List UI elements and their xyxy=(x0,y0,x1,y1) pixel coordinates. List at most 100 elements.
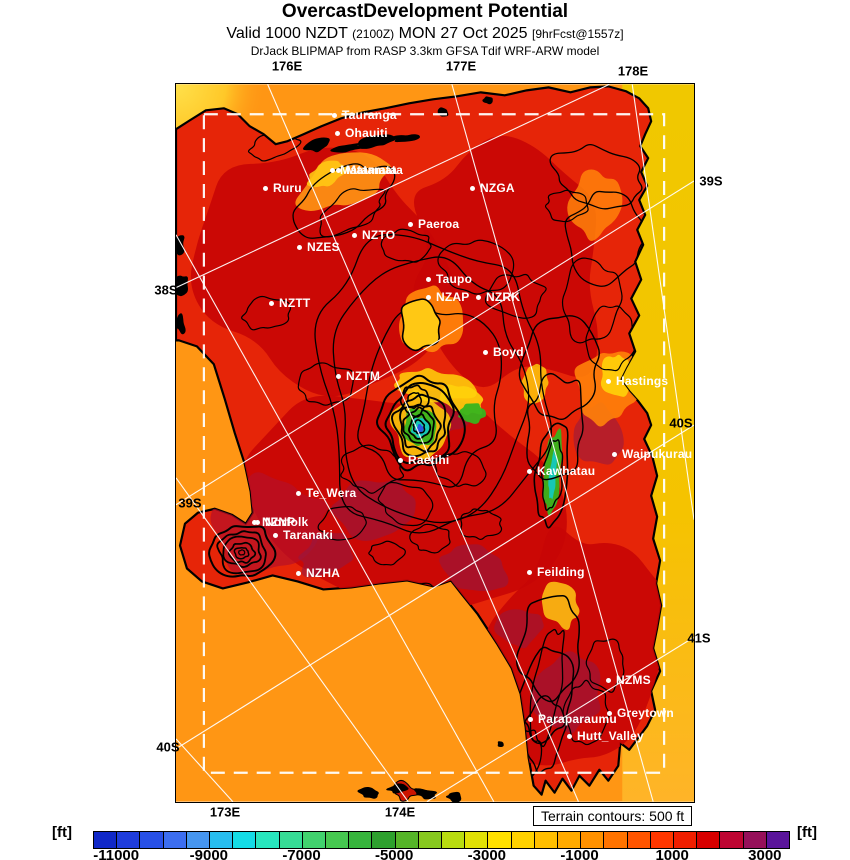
graticule-label: 174E xyxy=(384,804,416,820)
model-line: DrJack BLIPMAP from RASP 3.3km GFSA Tdif… xyxy=(250,44,600,58)
terrain-contour-line xyxy=(238,549,246,556)
site-label: NZTO xyxy=(352,228,395,242)
terrain-contour-line xyxy=(484,273,547,319)
site-name: NZRK xyxy=(486,290,521,304)
color-patch xyxy=(567,169,623,241)
page-title: OvercastDevelopment Potential xyxy=(281,1,569,22)
terrain-contour-line xyxy=(515,594,580,703)
legend-unit-right: [ft] xyxy=(797,824,817,841)
site-label: Hutt_Valley xyxy=(567,729,644,743)
terrain-contour-line xyxy=(409,523,451,554)
graticule-label: 176E xyxy=(271,58,303,74)
legend-segment xyxy=(674,832,698,848)
site-dot xyxy=(296,571,301,577)
valid-fcst: [9hrFcst@1557z] xyxy=(532,27,624,41)
site-name: Tauranga xyxy=(342,108,397,122)
legend-segment xyxy=(233,832,257,848)
site-name: Paraparaumu xyxy=(538,712,617,726)
legend-segment xyxy=(186,832,211,848)
legend-tick-label: 3000 xyxy=(748,847,782,860)
terrain-contour-line xyxy=(437,239,515,295)
site-label: NZNP xyxy=(252,515,295,529)
terrain-contour-line xyxy=(222,535,262,568)
legend-colorbar xyxy=(93,831,790,849)
graticule-line xyxy=(176,477,409,802)
coast-detail xyxy=(176,313,186,335)
site-name: Te_Wera xyxy=(306,486,357,500)
site-dot xyxy=(252,520,257,526)
color-patch xyxy=(541,581,580,630)
site-label: Te_Wera xyxy=(296,486,356,500)
site-dot xyxy=(483,350,488,356)
graticule-label: 177E xyxy=(445,58,477,74)
color-patch xyxy=(190,147,455,397)
site-label: Tauranga xyxy=(332,108,397,122)
terrain-contour-line xyxy=(549,143,643,210)
site-dot xyxy=(612,452,617,458)
terrain-contour-line xyxy=(412,419,426,435)
legend-segment xyxy=(465,832,489,848)
site-dot xyxy=(528,717,533,723)
terrain-contour-line xyxy=(297,362,354,406)
terrain-contour-line xyxy=(541,439,564,511)
legend-unit-left: [ft] xyxy=(52,824,72,841)
terrain-contour-line xyxy=(564,190,647,287)
site-dot xyxy=(352,233,357,239)
legend-segment xyxy=(372,832,396,848)
terrain-contour-line xyxy=(216,530,267,575)
legend-tick-label: 1000 xyxy=(655,847,689,860)
terrain-contour-line xyxy=(241,295,292,331)
site-label: Paraparaumu xyxy=(528,712,617,726)
site-dot xyxy=(263,186,268,192)
site-name: Waipukurau xyxy=(622,447,693,461)
site-dot xyxy=(408,222,413,228)
graticule-label: 40S xyxy=(669,415,693,431)
site-dot xyxy=(476,295,481,301)
coast-detail xyxy=(497,741,504,747)
graticule-label: 178E xyxy=(617,63,649,79)
site-label: Taupo xyxy=(426,272,472,286)
terrain-contour-line xyxy=(402,406,435,444)
legend-segment xyxy=(442,832,466,848)
terrain-contours-note: Terrain contours: 500 ft xyxy=(533,806,693,826)
valid-date: MON 27 Oct 2025 xyxy=(398,25,528,42)
site-dot xyxy=(606,678,611,684)
site-dot xyxy=(606,379,611,385)
valid-prefix: Valid 1000 NZDT xyxy=(226,25,348,42)
site-dot xyxy=(527,570,532,576)
site-name: Matamata xyxy=(340,163,397,177)
site-label: Boyd xyxy=(483,345,524,359)
legend-segment xyxy=(627,832,651,848)
site-label: Ruru xyxy=(263,181,302,195)
terrain-contour-line xyxy=(233,547,250,560)
terrain-contours xyxy=(208,129,647,789)
terrain-contour-line xyxy=(518,315,600,421)
site-label: NZGA xyxy=(470,181,515,195)
site-name: NZTT xyxy=(279,296,311,310)
terrain-contour-line xyxy=(526,372,584,481)
site-label: Feilding xyxy=(527,565,585,579)
site-dot xyxy=(398,458,403,464)
graticule-line xyxy=(176,424,694,750)
site-label: Taranaki xyxy=(273,528,333,542)
site-name: Feilding xyxy=(537,565,585,579)
graticule-label: 38S xyxy=(154,282,178,298)
terrain-contour-line xyxy=(585,305,637,372)
terrain-contour-line xyxy=(561,257,623,344)
terrain-contour-line xyxy=(408,413,432,440)
terrain-contour-line xyxy=(319,188,386,238)
legend-tick-label: -5000 xyxy=(374,847,414,860)
legend-segment xyxy=(743,832,767,848)
terrain-contour-line xyxy=(227,541,257,564)
site-label: Greytown xyxy=(607,706,674,720)
header: OvercastDevelopment Potential Valid 1000… xyxy=(0,0,850,59)
site-label: Norfolk xyxy=(255,515,308,529)
color-patch xyxy=(600,354,630,397)
graticule-label: 40S xyxy=(156,739,180,755)
site-label: Hastings xyxy=(606,374,668,388)
terrain-contour-line xyxy=(208,525,277,578)
legend-segment xyxy=(395,832,419,848)
coast-detail xyxy=(445,791,462,802)
terrain-contour-line xyxy=(434,451,487,487)
site-dot xyxy=(297,245,302,251)
